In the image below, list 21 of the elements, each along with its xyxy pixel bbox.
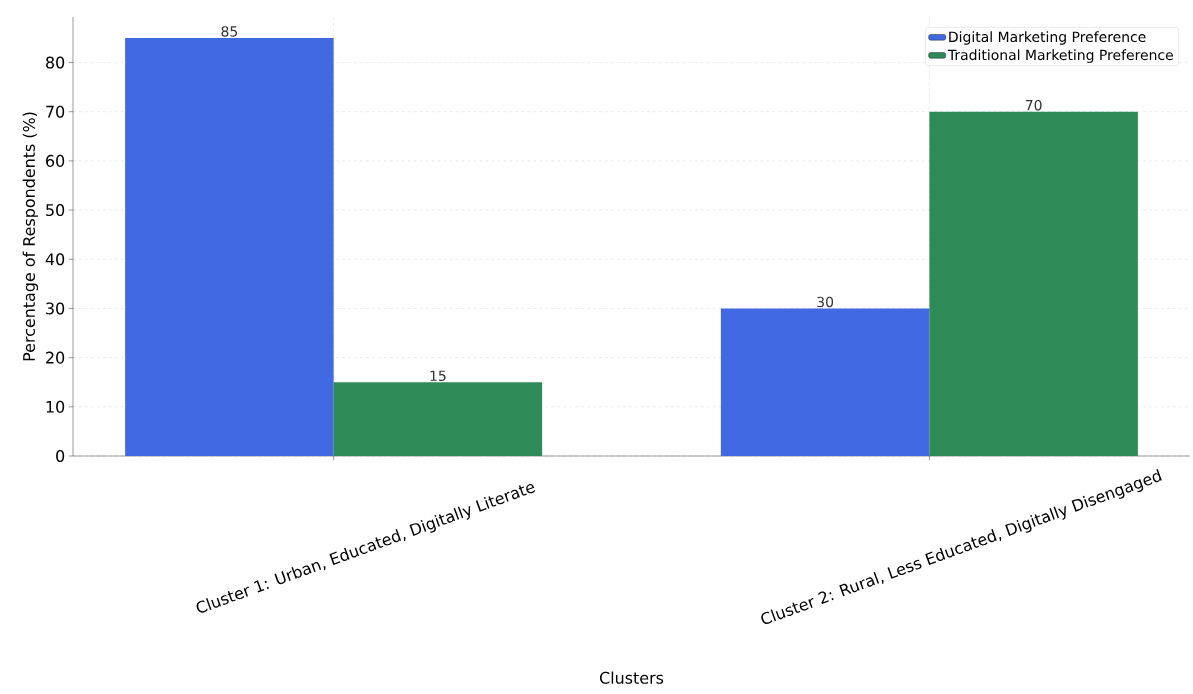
- bar: [929, 111, 1138, 456]
- y-tick-label: 40: [45, 253, 65, 266]
- y-tick-label: 20: [46, 351, 65, 364]
- y-tick-label: 50: [46, 204, 65, 217]
- x-axis-title: Clusters: [599, 671, 664, 684]
- data-label: 30: [817, 296, 834, 308]
- y-tick-label: 0: [56, 449, 65, 463]
- y-tick-label: 30: [46, 302, 65, 315]
- legend-label: Digital Marketing Preference: [949, 31, 1146, 45]
- y-axis-title: Percentage of Respondents (%): [22, 112, 39, 361]
- y-tick-label: 10: [46, 400, 65, 413]
- data-label: 85: [221, 26, 238, 37]
- data-label: 70: [1025, 99, 1042, 111]
- bar: [125, 37, 334, 456]
- data-label: 15: [430, 370, 446, 382]
- legend-label: Traditional Marketing Preference: [947, 49, 1173, 63]
- y-tick-label: 80: [46, 56, 65, 69]
- y-tick-label: 70: [46, 105, 65, 118]
- bar: [720, 308, 930, 456]
- bar: [333, 382, 543, 456]
- y-tick-label: 60: [46, 154, 65, 167]
